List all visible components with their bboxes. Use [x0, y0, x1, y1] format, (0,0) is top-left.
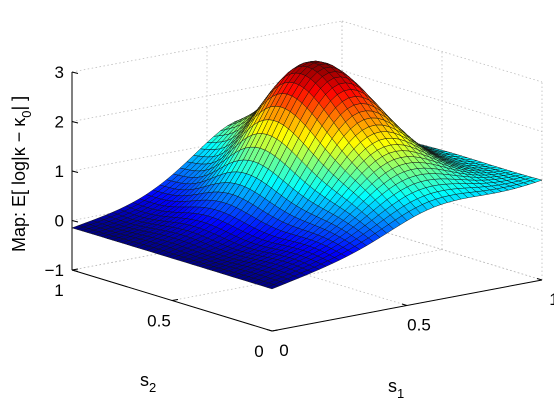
grid-line-floor: [171, 249, 443, 301]
z-tick-label: 1: [55, 162, 64, 181]
y-tick-label: 0.5: [147, 312, 171, 331]
surface-mesh: [71, 60, 543, 290]
y-tick-label: 1: [54, 281, 63, 300]
axes-box: [71, 71, 543, 332]
z-tick-label: 2: [55, 113, 64, 132]
x-tick-label: 0.5: [407, 316, 431, 335]
x-tick-label: 1: [549, 290, 554, 309]
z-tick-mark: [71, 121, 79, 124]
z-axis-label: Map: E[ log|κ − κ0| ]: [9, 96, 34, 252]
grid-line-back-wall: [71, 20, 343, 73]
grid-line-floor: [341, 218, 543, 281]
x-tick-mark: [401, 303, 408, 306]
x-tick-mark: [266, 329, 273, 332]
y-axis-label: s2: [140, 370, 156, 395]
surface-patch: [266, 284, 280, 290]
y-tick-label: 0: [254, 342, 263, 361]
z-tick-mark: [71, 220, 79, 223]
y-tick-mark: [171, 299, 179, 301]
x-tick-mark: [536, 278, 543, 281]
y-tick-mark: [271, 329, 279, 332]
z-tick-mark: [71, 269, 79, 272]
z-tick-mark: [71, 170, 79, 173]
x-axis-label: s1: [388, 376, 404, 401]
grid-line-side-wall: [341, 20, 543, 83]
z-tick-label: 0: [55, 212, 64, 231]
x-tick-label: 0: [279, 341, 288, 360]
z-tick-label: −1: [45, 261, 64, 280]
z-tick-label: 3: [55, 63, 64, 82]
z-tick-mark: [71, 71, 79, 74]
